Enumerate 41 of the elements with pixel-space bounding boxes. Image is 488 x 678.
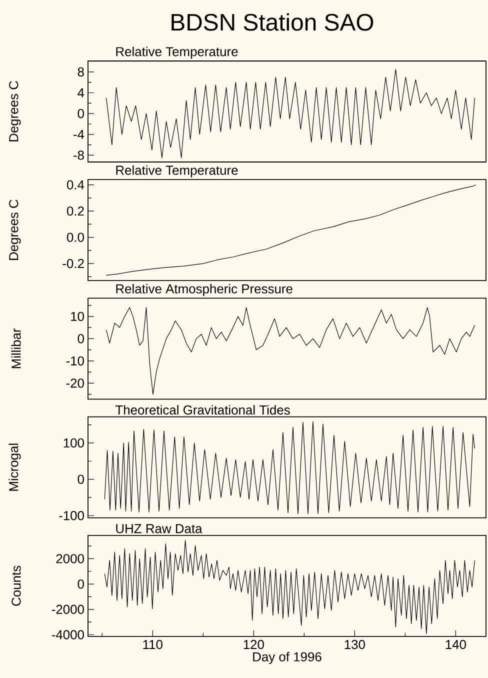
x-tick-label: 140 (446, 640, 466, 650)
y-tick-label: 0 (78, 334, 84, 344)
y-tick-label: 0 (78, 108, 84, 118)
y-tick-label: -10 (66, 356, 84, 366)
y-tick-label: 0.2 (66, 206, 84, 216)
line-series (106, 69, 475, 158)
chart-title: UHZ Raw Data (116, 524, 202, 534)
chart-title: Theoretical Gravitational Tides (115, 405, 290, 415)
y-tick-label: 0.0 (66, 232, 84, 242)
y-tick-label: 0.4 (66, 180, 84, 190)
chart-title: BDSN Station SAO (172, 13, 374, 31)
x-tick-label: 120 (244, 640, 264, 650)
y-tick-label: 4 (78, 88, 84, 98)
line-series (106, 184, 476, 276)
x-tick-label: 110 (143, 640, 162, 650)
line-series (104, 540, 475, 634)
y-tick-label: 0 (78, 579, 84, 589)
chart-subtitle: Relative Temperature (116, 46, 238, 59)
y-axis-title: Degrees C (9, 81, 21, 142)
y-axis-title: Degrees C (9, 200, 21, 260)
y-tick-label: -2000 (52, 604, 84, 614)
y-tick-label: -100 (59, 511, 84, 520)
y-tick-label: -8 (74, 150, 84, 160)
chart-title: Relative Temperature (116, 165, 238, 178)
y-tick-label: 0 (78, 474, 84, 484)
line-series (106, 307, 475, 395)
y-tick-label: -4000 (52, 630, 84, 640)
x-axis-title: Day of 1996 (253, 652, 322, 664)
y-tick-label: 100 (64, 438, 84, 448)
chart-title: Relative Atmospheric Pressure (116, 284, 292, 296)
line-series (104, 421, 475, 514)
y-axis-title: Microgal (8, 444, 21, 491)
y-tick-label: -4 (74, 130, 84, 139)
y-axis-title: Millibar (11, 328, 21, 368)
y-tick-label: 2000 (56, 554, 84, 564)
x-tick-label: 130 (344, 640, 365, 650)
y-tick-label: 8 (78, 67, 84, 77)
y-tick-label: -0.2 (62, 258, 84, 268)
y-axis-title: Counts (12, 566, 21, 606)
y-tick-label: 10 (71, 312, 84, 322)
y-tick-label: -20 (66, 378, 84, 388)
